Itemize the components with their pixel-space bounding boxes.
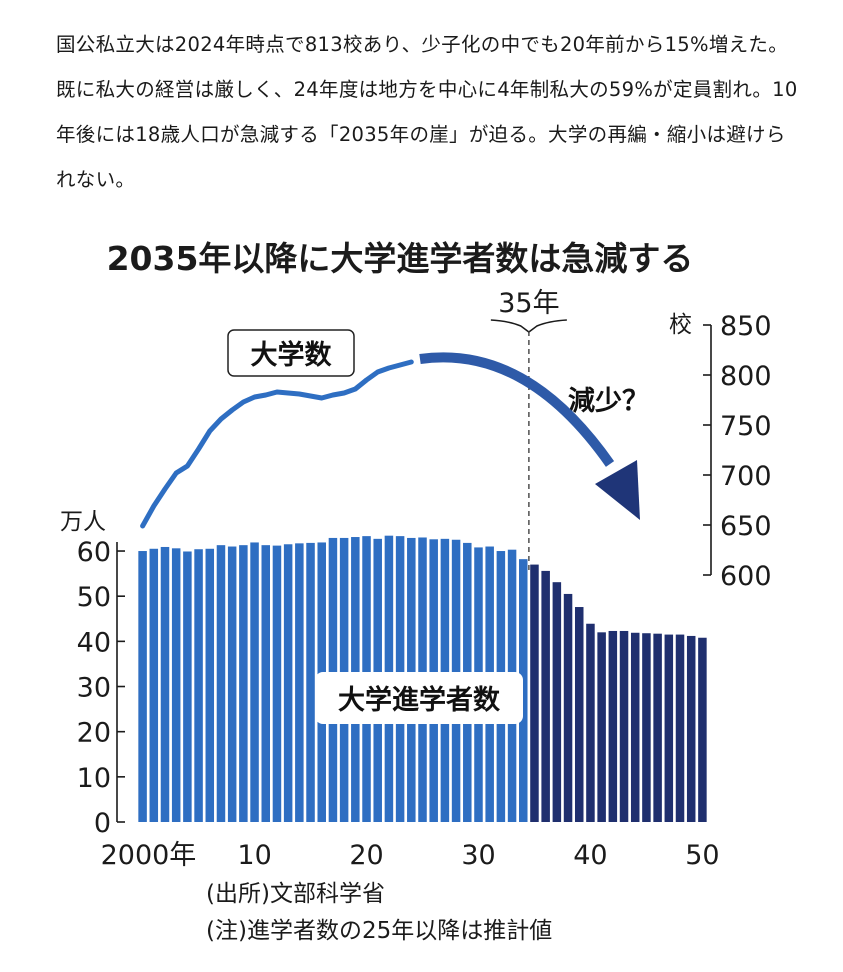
article-paragraph: 国公私立大は2024年時点で813校あり、少子化の中でも20年前から15%増えた…: [56, 33, 798, 191]
enrollment-bar: [586, 623, 595, 822]
enrollment-bar: [171, 548, 181, 822]
left-tick-label: 50: [77, 582, 111, 613]
enrollment-bar: [227, 546, 237, 822]
right-axis-unit: 校: [669, 312, 692, 338]
line-layer: [140, 359, 414, 529]
x-tick-label: 2000年: [101, 840, 197, 871]
article-text: 国公私立大は2024年時点で813校あり、少子化の中でも20年前から15%増えた…: [56, 22, 801, 202]
left-tick-label: 0: [94, 808, 111, 839]
enrollment-bar: [563, 593, 573, 822]
estimate-note: (注)進学者数の25年以降は推計値: [206, 918, 552, 944]
x-axis-ticks: 2000年 10 20 30 40 50: [101, 840, 720, 871]
university-count-label: 大学数: [227, 329, 355, 377]
enrollment-bar: [306, 542, 315, 822]
enrollment-bar: [250, 542, 259, 822]
enrollment-bar: [239, 545, 248, 822]
enrollment-bar: [519, 559, 528, 822]
source-note: (出所)文部科学省: [206, 881, 385, 907]
left-axis-ticks: 0 10 20 30 40 50 60: [77, 537, 125, 839]
enrollment-bar: [138, 551, 147, 822]
enrollment-label: 大学進学者数: [315, 672, 523, 724]
left-tick-label: 60: [77, 537, 111, 568]
enrollment-bar: [698, 637, 707, 822]
enrollment-bar: [686, 635, 696, 822]
chart-figure: 2035年以降に大学進学者数は急減する 0 10 20 30 40 50 60 万人 600…: [58, 224, 786, 960]
chart-svg: 2035年以降に大学進学者数は急減する 0 10 20 30 40 50 60 万人 600…: [60, 239, 772, 944]
university-count-line: [140, 359, 414, 529]
enrollment-bar: [295, 543, 304, 822]
decrease-annotation: 減少？: [568, 386, 649, 417]
decrease-arrowhead: [595, 460, 640, 520]
marker-label: 35年: [498, 288, 559, 319]
decrease-arrow-shaft: [419, 352, 615, 467]
left-tick-label: 10: [77, 763, 111, 794]
enrollment-bar: [194, 549, 203, 822]
enrollment-bar: [653, 633, 662, 822]
enrollment-label-text: 大学進学者数: [338, 684, 501, 716]
enrollment-bar: [552, 582, 562, 822]
right-tick-label: 800: [720, 361, 772, 392]
chart-title: 2035年以降に大学進学者数は急減する: [107, 239, 694, 278]
enrollment-bar: [675, 634, 685, 822]
enrollment-bar: [664, 634, 674, 822]
enrollment-bar: [530, 564, 539, 822]
left-tick-label: 20: [77, 718, 111, 749]
x-tick-label: 10: [237, 840, 271, 871]
x-tick-label: 50: [685, 840, 719, 871]
enrollment-bar: [183, 551, 192, 822]
enrollment-bar: [261, 545, 271, 822]
right-tick-label: 750: [720, 411, 772, 442]
x-tick-label: 30: [461, 840, 495, 871]
enrollment-bar: [205, 548, 215, 822]
university-count-label-box: [227, 329, 355, 377]
enrollment-bar: [216, 545, 226, 822]
right-tick-label: 600: [720, 561, 772, 592]
right-axis-ticks: 600 650 700 750 800 850: [703, 311, 772, 592]
left-tick-label: 40: [77, 627, 111, 658]
enrollment-bar: [272, 545, 282, 822]
enrollment-bar: [283, 544, 293, 822]
x-tick-label: 20: [349, 840, 383, 871]
university-count-label-text: 大学数: [251, 339, 333, 371]
enrollment-bar: [149, 548, 159, 822]
enrollment-bar: [642, 633, 651, 822]
marker-bracket: [490, 319, 567, 333]
right-tick-label: 700: [720, 461, 772, 492]
enrollment-bar: [574, 607, 584, 822]
left-tick-label: 30: [77, 673, 111, 704]
x-tick-label: 40: [573, 840, 607, 871]
right-tick-label: 850: [720, 311, 772, 342]
enrollment-bar: [619, 630, 629, 822]
enrollment-label-box: [315, 672, 523, 724]
enrollment-bar: [630, 632, 640, 822]
enrollment-bar: [608, 630, 618, 822]
enrollment-bar: [597, 632, 606, 822]
enrollment-bar: [160, 546, 170, 822]
marker-2035: 35年: [490, 288, 567, 570]
right-tick-label: 650: [720, 511, 772, 542]
left-axis-unit: 万人: [60, 509, 106, 535]
enrollment-bar: [541, 570, 550, 822]
